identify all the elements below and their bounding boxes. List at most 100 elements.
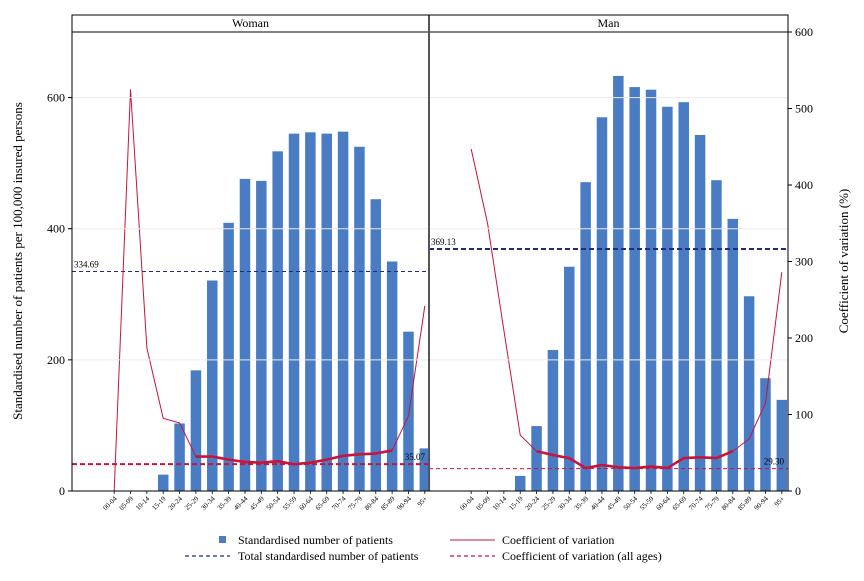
x-tick-label: 30-34 (556, 494, 574, 512)
x-tick-label: 80-84 (363, 494, 381, 512)
total-label: 334.69 (74, 260, 99, 270)
x-tick-label: 40-44 (232, 494, 250, 512)
bar-woman-60-64 (305, 132, 316, 491)
bar-woman-30-34 (207, 280, 218, 491)
x-tick-label: 65-69 (671, 494, 689, 512)
bar-man-25-29 (547, 350, 559, 491)
legend-label-cv-all: Coefficient of variation (all ages) (502, 549, 662, 563)
bar-man-75-79 (711, 180, 722, 492)
x-tick-label: 10-14 (134, 494, 152, 512)
x-tick-label: 90-94 (396, 494, 414, 512)
x-tick-label: 70-74 (687, 494, 705, 512)
bar-man-60-64 (662, 106, 673, 491)
axes: 0 200 400 600 0 100 200 300 400 500 600 (47, 25, 813, 498)
bar-woman-20-24 (174, 423, 185, 491)
bar-woman-35-39 (223, 222, 234, 491)
x-tick-label: 65-69 (314, 494, 332, 512)
x-tick-label: 45-49 (606, 494, 624, 512)
x-tick-label: 50-54 (265, 494, 283, 512)
bar-woman-70-74 (337, 131, 349, 491)
x-tick-label: 60-64 (298, 494, 316, 512)
bar-man-65-69 (678, 102, 689, 491)
bar-man-40-44 (596, 117, 608, 491)
bar-woman-25-29 (190, 370, 202, 491)
bar-man-15-19 (514, 475, 526, 491)
legend-swatch-bars (219, 536, 226, 543)
bar-woman-80-84 (370, 199, 382, 491)
x-tick-label: 45-49 (249, 494, 267, 512)
x-tick-label: 35-39 (573, 494, 591, 512)
y-tick-label: 400 (47, 222, 65, 236)
panel-woman: Woman 334.69 35.07 00-04 05-09 10-14 15-19 20-2… (71, 14, 431, 512)
plot-frame (71, 14, 789, 492)
panel-man: Man 369.13 29.30 00-04 05-09 10-14 15-19 20-24 2… (428, 14, 789, 512)
x-tick-label: 05-09 (475, 494, 493, 512)
bar-woman-95+ (419, 448, 431, 491)
bar-woman-50-54 (272, 151, 283, 491)
legend: Standardised number of patients Coeffici… (185, 533, 662, 563)
legend-label-total: Total standardised number of patients (238, 549, 419, 563)
x-tick-label: 50-54 (622, 494, 640, 512)
cv-all-label: 29.30 (764, 457, 785, 467)
x-tick-label: 75-79 (704, 494, 722, 512)
bar-man-20-24 (531, 426, 542, 491)
x-tick-label: 85-89 (736, 494, 754, 512)
y2-tick-label: 0 (795, 484, 801, 498)
x-tick-label: 10-14 (491, 494, 509, 512)
bar-woman-15-19 (157, 474, 169, 491)
y2-tick-label: 300 (795, 255, 813, 269)
bar-man-90-94 (760, 378, 771, 491)
x-tick-label: 25-29 (183, 494, 201, 512)
x-tick-label: 35-39 (216, 494, 234, 512)
x-tick-label: 05-09 (118, 494, 136, 512)
x-tick-label: 00-04 (458, 494, 476, 512)
x-tick-label: 15-19 (150, 494, 168, 512)
bar-man-45-49 (613, 75, 624, 491)
y-tick-label: 0 (59, 484, 65, 498)
bar-man-35-39 (580, 182, 591, 491)
bar-man-85-89 (743, 296, 755, 491)
y2-tick-label: 500 (795, 102, 813, 116)
legend-label-bars: Standardised number of patients (238, 533, 393, 547)
bar-man-50-54 (629, 87, 640, 491)
x-tick-label: 55-59 (638, 494, 656, 512)
x-tick-label: 55-59 (281, 494, 299, 512)
y-tick-label: 600 (47, 91, 65, 105)
y2-tick-label: 100 (795, 408, 813, 422)
panel-title: Man (598, 16, 620, 30)
x-tick-label: 95+ (773, 495, 786, 508)
bar-woman-45-49 (256, 180, 267, 491)
panel-title: Woman (232, 16, 269, 30)
x-tick-label: 30-34 (199, 494, 217, 512)
x-tick-label: 25-29 (540, 494, 558, 512)
x-tick-label: 60-64 (655, 494, 673, 512)
bar-woman-55-59 (288, 133, 300, 491)
x-tick-label: 75-79 (347, 494, 365, 512)
y-axis-title: Standardised number of patients per 100,… (10, 102, 25, 420)
y2-tick-label: 200 (795, 331, 813, 345)
bar-man-95+ (776, 399, 788, 491)
bar-woman-75-79 (354, 146, 365, 491)
y-tick-label: 200 (47, 353, 65, 367)
x-tick-label: 70-74 (330, 494, 348, 512)
x-tick-label: 20-24 (524, 494, 542, 512)
x-tick-label: 90-94 (753, 494, 771, 512)
x-tick-label: 95+ (416, 495, 429, 508)
y2-axis-title: Coefficient of variation (%) (836, 189, 851, 334)
cv-line-thick (195, 449, 393, 466)
legend-label-cv: Coefficient of variation (502, 533, 614, 547)
bar-woman-65-69 (321, 133, 332, 491)
bar-woman-40-44 (239, 178, 251, 491)
outer-border (71, 14, 789, 492)
cv-line-thick (536, 449, 734, 470)
bar-woman-90-94 (403, 331, 414, 491)
bar-man-70-74 (694, 134, 706, 491)
bar-man-55-59 (645, 89, 657, 492)
x-tick-label: 00-04 (101, 494, 119, 512)
total-label: 369.13 (431, 237, 456, 247)
x-tick-label: 80-84 (720, 494, 738, 512)
bar-man-30-34 (564, 266, 575, 491)
bar-man-80-84 (727, 218, 739, 491)
